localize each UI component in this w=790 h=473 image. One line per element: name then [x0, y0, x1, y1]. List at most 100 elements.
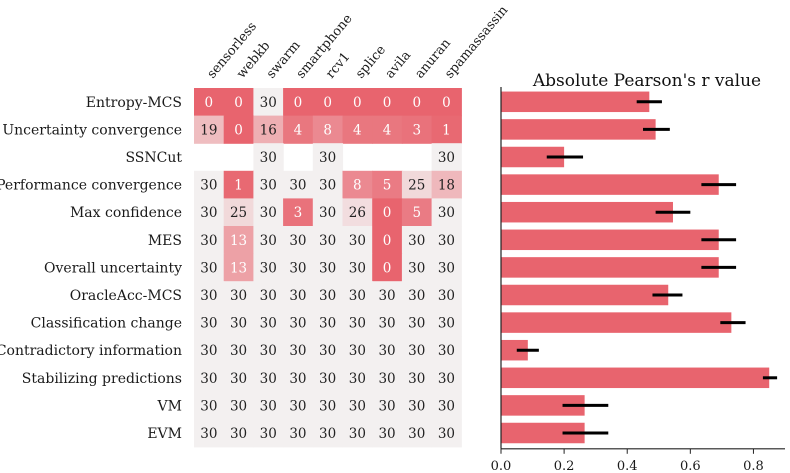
heatmap-cell-value: 30: [378, 288, 395, 304]
heatmap-cell: [283, 170, 314, 199]
heatmap-cell: [223, 391, 254, 420]
heatmap-cell-value: 0: [442, 95, 451, 111]
heatmap-cell-value: 0: [234, 122, 243, 138]
heatmap-cell: [223, 226, 254, 255]
heatmap-cell: [431, 253, 462, 282]
row-label: Classification change: [31, 316, 182, 332]
heatmap-cell: [223, 419, 254, 448]
bar: [501, 312, 732, 333]
heatmap-cell-value: 0: [383, 260, 392, 276]
heatmap-cell: [431, 226, 462, 255]
heatmap-cell-value: 30: [408, 260, 425, 276]
heatmap-cell: [283, 336, 314, 365]
heatmap-cell-value: 30: [260, 260, 277, 276]
heatmap-cell-value: 30: [289, 426, 306, 442]
heatmap-cell: [223, 88, 254, 117]
heatmap-cell-value: 30: [260, 426, 277, 442]
heatmap-cell-value: 30: [408, 426, 425, 442]
heatmap-cell: [194, 364, 225, 393]
heatmap-cell: [312, 170, 344, 199]
row-label: Performance convergence: [0, 178, 182, 194]
heatmap-cell-value: 0: [234, 95, 243, 111]
heatmap-cell-value: 0: [383, 205, 392, 221]
heatmap-cell-value: 30: [438, 398, 455, 414]
heatmap-cell-value: 30: [230, 426, 247, 442]
heatmap-cell-value: 30: [319, 371, 336, 387]
row-label: Overall uncertainty: [44, 260, 182, 276]
heatmap-cell-value: 30: [260, 343, 277, 359]
heatmap-cell: [401, 336, 433, 365]
row-labels: Entropy-MCS Uncertainty convergence SSNCut…: [0, 95, 182, 442]
heatmap-cell: [431, 308, 462, 337]
heatmap-cell: [431, 143, 462, 172]
heatmap-cell: [431, 198, 462, 227]
column-label: spamassassin: [442, 3, 512, 82]
heatmap-cell-value: 30: [260, 150, 277, 166]
heatmap-cell-value: 30: [438, 288, 455, 304]
heatmap-cell-value: 0: [205, 95, 214, 111]
heatmap-cell: [194, 88, 225, 117]
heatmap-cell-value: 0: [412, 95, 421, 111]
heatmap-cell: [283, 88, 314, 117]
heatmap-cell: [253, 391, 284, 420]
heatmap-cell-value: 30: [438, 371, 455, 387]
heatmap-cell-value: 30: [200, 343, 217, 359]
heatmap-cell: [283, 419, 314, 448]
heatmap-cell-value: 30: [349, 343, 366, 359]
heatmap-cell-value: 30: [319, 288, 336, 304]
heatmap-cell: [194, 308, 225, 337]
heatmap-cell-value: 30: [319, 426, 336, 442]
bar: [501, 146, 565, 168]
heatmap-cell: [342, 88, 373, 117]
heatmap-cell-value: 30: [230, 316, 247, 332]
heatmap-cell: [194, 281, 225, 310]
heatmap-cell: [312, 253, 344, 282]
heatmap-cell-value: 30: [319, 178, 336, 194]
heatmap-cell-value: 30: [349, 233, 366, 249]
heatmap-cell-value: 30: [378, 371, 395, 387]
heatmap-cell-value: 19: [200, 122, 217, 138]
heatmap-cell: [401, 364, 433, 393]
heatmap-cell-value: 30: [200, 233, 217, 249]
heatmap-cell: [194, 115, 225, 144]
heatmap-cell-value: 30: [200, 178, 217, 194]
bar-chart: Absolute Pearson's r value 0.0 0.2 0.4 0.6 0…: [491, 71, 785, 473]
heatmap-cell-value: 5: [383, 178, 392, 194]
heatmap-cell: [342, 281, 373, 310]
heatmap-cell: [194, 198, 225, 227]
heatmap-cell-value: 30: [289, 233, 306, 249]
heatmap-cell-value: 30: [260, 398, 277, 414]
x-tick-label: 0.2: [554, 459, 575, 473]
heatmap-cell: [372, 391, 403, 420]
heatmap-cell-value: 30: [200, 205, 217, 221]
heatmap-cell-value: 30: [289, 288, 306, 304]
heatmap-cell-value: 1: [442, 122, 451, 138]
heatmap-cell: [312, 143, 344, 172]
heatmap-cell-value: 30: [289, 178, 306, 194]
heatmap-cell: [253, 198, 284, 227]
heatmap-cell-value: 30: [289, 371, 306, 387]
row-label: Stabilizing predictions: [22, 371, 182, 387]
heatmap-cell: [312, 308, 344, 337]
heatmap-cell: [223, 336, 254, 365]
heatmap-cell-value: 30: [289, 398, 306, 414]
heatmap-cell-value: 3: [294, 205, 303, 221]
heatmap-cell-value: 30: [230, 398, 247, 414]
heatmap-cell: [253, 115, 284, 144]
heatmap-cell: [342, 336, 373, 365]
heatmap-cell: [401, 308, 433, 337]
heatmap-cell-value: 30: [438, 343, 455, 359]
heatmap-cell-value: 13: [230, 233, 247, 249]
heatmap-cell-value: 30: [378, 398, 395, 414]
heatmap-cell: [312, 391, 344, 420]
heatmap-cell: [223, 198, 254, 227]
heatmap-cell-value: 30: [260, 205, 277, 221]
heatmap-cell: [194, 419, 225, 448]
heatmap-cell-value: 26: [349, 205, 366, 221]
bar: [501, 257, 719, 278]
x-tick-label: 0.8: [743, 459, 764, 473]
heatmap-cell: [342, 226, 373, 255]
heatmap-cell: [312, 198, 344, 227]
heatmap-cell: [194, 336, 225, 365]
